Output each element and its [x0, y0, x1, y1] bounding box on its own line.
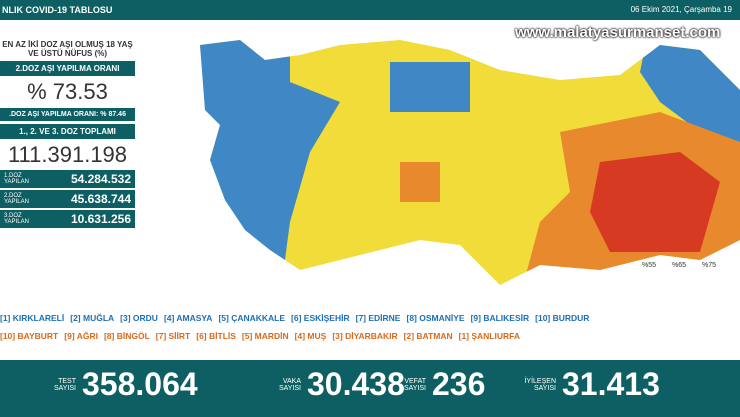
dose-sub: YAPILAN [4, 199, 29, 205]
dose-label-group: 1.DOZ YAPILAN [4, 173, 29, 185]
stat: İYİLEŞEN SAYISI 31.413 [520, 366, 660, 403]
province-item: [9] BALIKESİR [470, 313, 530, 323]
top-list: [1] KIRKLARELİ [2] MUĞLA [3] ORDU [4] AMASY… [0, 313, 740, 323]
map [200, 40, 740, 285]
province-item: [5] MARDİN [241, 331, 289, 341]
panel-title: EN AZ İKİ DOZ AŞI OLMUŞ 18 YAŞ VE ÜSTÜ N… [2, 40, 133, 58]
dose-label: 2.DOZ [4, 193, 22, 199]
province-item: [4] MUŞ [294, 331, 327, 341]
stat-label: VAKA SAYISI [278, 377, 301, 392]
dose-value: 54.284.532 [70, 172, 131, 186]
province-item: [6] ESKİŞEHİR [291, 313, 350, 323]
dose-row: 2.DOZ YAPILAN 45.638.744 [0, 190, 135, 208]
rate-label: 2.DOZ AŞI YAPILMA ORANI [0, 61, 135, 76]
stat-value: 236 [432, 366, 486, 402]
total-value: 111.391.198 [7, 142, 128, 167]
stat-value: 358.064 [82, 366, 198, 402]
dose-label: 1.DOZ [4, 173, 22, 179]
dose-label-group: 2.DOZ YAPILAN [4, 193, 29, 205]
legend-label: %75 [702, 262, 717, 269]
dose-label-group: 3.DOZ YAPILAN [4, 213, 29, 225]
province-item: [3] DİYARBAKIR [332, 331, 398, 341]
stat-label: TEST SAYISI [53, 377, 76, 392]
province-item: [7] SİİRT [155, 331, 191, 341]
stat: VEFAT SAYISI 236 [390, 366, 485, 403]
stat-label: İYİLEŞEN SAYISI [524, 377, 556, 392]
provinces [200, 40, 740, 285]
first-dose-rate: .DOZ AŞI YAPILMA ORANI: % 87.46 [0, 108, 135, 121]
province-item: [6] BİTLİS [196, 331, 236, 341]
province-item: [1] ŞANLIURFA [458, 331, 520, 341]
rate-value: % 73.53 [27, 79, 108, 104]
stat-label: VEFAT SAYISI [403, 377, 426, 392]
province-item: [9] AĞRI [64, 331, 98, 341]
province-item: [5] ÇANAKKALE [218, 313, 286, 323]
province-item: [10] BURDUR [535, 313, 590, 323]
legend-label: %65 [672, 262, 687, 269]
dose-value: 10.631.256 [70, 212, 131, 226]
vaccine-panel: EN AZ İKİ DOZ AŞI OLMUŞ 18 YAŞ VE ÜSTÜ N… [0, 40, 135, 228]
stats-bar: TEST SAYISI 358.064 VAKA SAYISI 30.438 VEFAT… [0, 360, 740, 417]
province-item: [4] AMASYA [163, 313, 213, 323]
stat: TEST SAYISI 358.064 [40, 366, 198, 403]
province-item: [1] KIRKLARELİ [0, 313, 65, 323]
stat: VAKA SAYISI 30.438 [265, 366, 405, 403]
legend-label: %55 [642, 262, 657, 269]
province-item: [7] EDİRNE [355, 313, 401, 323]
province-item: [3] ORDU [120, 313, 158, 323]
province-item: [10] BAYBURT [0, 331, 59, 341]
dose-sub: YAPILAN [4, 219, 29, 225]
province-item: [8] BİNGÖL [103, 331, 150, 341]
dose-sub: YAPILAN [4, 179, 29, 185]
stat-value: 31.413 [562, 366, 660, 402]
province-item: [8] OSMANİYE [406, 313, 465, 323]
dose-row: 3.DOZ YAPILAN 10.631.256 [0, 210, 135, 228]
province-item: [2] BATMAN [403, 331, 453, 341]
header-date: 06 Ekim 2021, Çarşamba 19 [630, 5, 732, 14]
total-label: 1., 2. VE 3. DOZ TOPLAMI [0, 124, 135, 139]
bottom-list: [10] BAYBURT [9] AĞRI [8] BİNGÖL [7] SİİRT [… [0, 331, 740, 341]
stat-value: 30.438 [307, 366, 405, 402]
header: NLIK COVID-19 TABLOSU 06 Ekim 2021, Çarş… [0, 0, 740, 20]
dose-label: 3.DOZ [4, 213, 22, 219]
watermark: www.malatyasurmanset.com [515, 24, 721, 41]
dose-row: 1.DOZ YAPILAN 54.284.532 [0, 170, 135, 188]
dose-value: 45.638.744 [70, 192, 131, 206]
header-title: NLIK COVID-19 TABLOSU [2, 5, 113, 15]
province-item: [2] MUĞLA [70, 313, 115, 323]
